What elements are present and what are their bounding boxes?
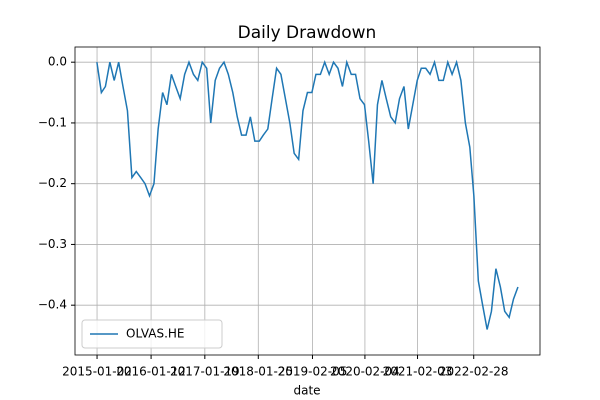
legend-box — [81, 319, 223, 349]
x-tick-label: 2019-02-05 — [278, 365, 348, 379]
y-tick-label: −0.4 — [38, 298, 67, 312]
chart-title: Daily Drawdown — [238, 23, 377, 43]
legend-label: OLVAS.HE — [126, 327, 185, 341]
y-tick-label: −0.2 — [38, 176, 67, 190]
y-tick-label: 0.0 — [48, 55, 67, 69]
axes-frame — [74, 46, 541, 356]
x-tick-label: 2015-01-02 — [62, 365, 132, 379]
x-tick-label: 2016-01-12 — [116, 365, 186, 379]
legend: OLVAS.HE — [81, 319, 223, 349]
x-tick-label: 2022-02-28 — [439, 365, 509, 379]
x-tick-label: 2018-01-25 — [223, 365, 293, 379]
x-axis-label: date — [293, 384, 320, 398]
x-tick-label: 2017-01-19 — [170, 365, 240, 379]
y-tick-label: −0.3 — [38, 237, 67, 251]
data-line — [96, 59, 519, 330]
y-tick-label: −0.1 — [38, 115, 67, 129]
x-tick-label: 2020-02-04 — [330, 365, 400, 379]
x-tick-label: 2021-02-03 — [383, 365, 453, 379]
